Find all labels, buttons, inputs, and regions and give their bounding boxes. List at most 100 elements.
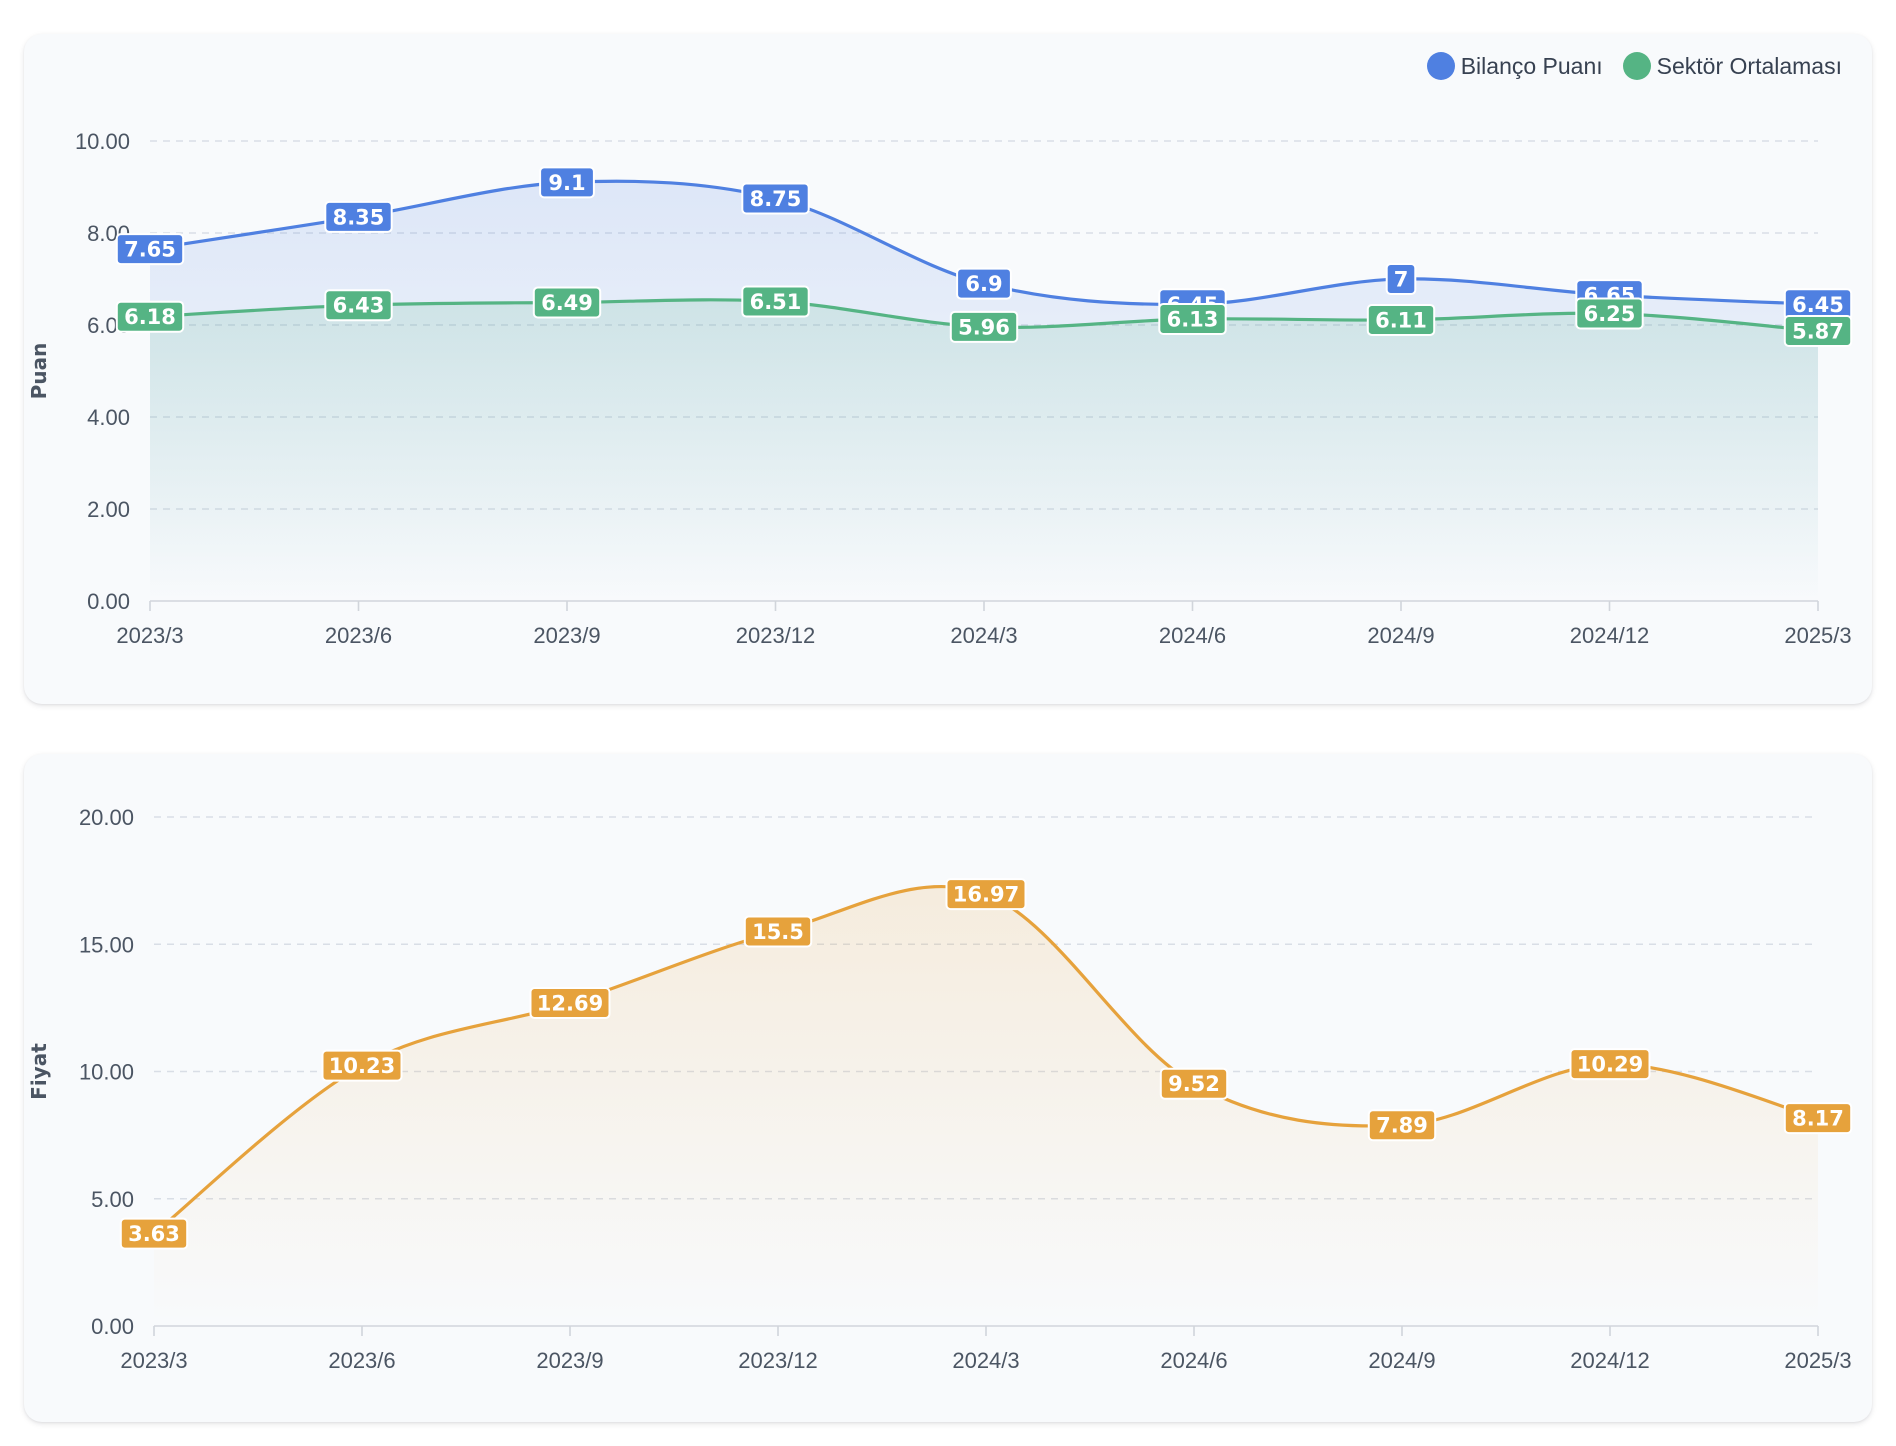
data-label[interactable]: 6.13: [1158, 303, 1227, 336]
data-label-text: 9.52: [1168, 1072, 1220, 1096]
x-tick-label: 2023/12: [738, 1348, 818, 1373]
data-label-box: [1569, 1048, 1651, 1081]
data-label-text: 8.75: [750, 187, 802, 211]
x-tick-label: 2023/3: [116, 623, 183, 648]
data-label[interactable]: 6.11: [1366, 303, 1436, 336]
data-label[interactable]: 10.23: [321, 1049, 403, 1082]
data-label[interactable]: 7: [1385, 263, 1417, 295]
data-label[interactable]: 6.45: [1783, 288, 1853, 321]
y-tick-label: 4.00: [87, 405, 130, 430]
data-label-box: [949, 310, 1019, 343]
data-label-box: [956, 267, 1012, 300]
x-tick-label: 2024/3: [950, 623, 1017, 648]
y-tick-label: 15.00: [79, 932, 134, 957]
data-label-text: 6.25: [1584, 302, 1636, 326]
x-tick-label: 2023/9: [533, 623, 600, 648]
data-label-box: [529, 987, 611, 1020]
data-label-box: [324, 289, 393, 322]
data-label[interactable]: 10.29: [1569, 1048, 1651, 1081]
data-label[interactable]: 9.52: [1159, 1067, 1229, 1100]
legend-label-bilanco-puani: Bilanço Puanı: [1460, 52, 1603, 79]
data-label[interactable]: 12.69: [529, 987, 611, 1020]
data-label-text: 5.96: [958, 315, 1010, 339]
data-label-text: 6.18: [124, 305, 176, 329]
data-label[interactable]: 6.9: [956, 267, 1012, 300]
data-label[interactable]: 8.35: [324, 200, 393, 233]
y-tick-label: 0.00: [91, 1314, 134, 1339]
data-label-box: [1385, 263, 1417, 295]
y-tick-label: 0.00: [87, 589, 130, 614]
legend-item-bilanco-puani[interactable]: Bilanço Puanı: [1426, 52, 1603, 80]
data-label-text: 6.11: [1375, 308, 1427, 332]
data-label[interactable]: 16.97: [945, 878, 1027, 911]
data-label[interactable]: 6.51: [741, 285, 810, 318]
data-label-text: 9.1: [548, 171, 585, 195]
price-line-chart: 0.00 5.00 10.00 15.00 20.00 Fiyat 2023/3 2023/6…: [27, 805, 1853, 1373]
data-label-text: 8.17: [1792, 1107, 1844, 1131]
data-label-text: 15.5: [752, 920, 804, 944]
data-label-box: [1159, 1067, 1229, 1100]
data-label-text: 8.35: [333, 205, 385, 229]
data-label-box: [743, 915, 813, 948]
y-tick-label: 5.00: [91, 1187, 134, 1212]
y-tick-label: 10.00: [75, 129, 130, 154]
y-tick-label: 2.00: [87, 497, 130, 522]
data-label-text: 12.69: [537, 992, 603, 1016]
legend-swatch-bilanco-puani: [1426, 52, 1455, 80]
data-label-box: [324, 200, 393, 233]
x-tick-label: 2023/6: [325, 623, 392, 648]
x-tick-label: 2023/12: [736, 623, 816, 648]
data-label-box: [741, 182, 810, 215]
data-label[interactable]: 6.49: [532, 286, 602, 319]
data-label-text: 7.89: [1376, 1114, 1428, 1138]
series-area-sektor-ortalamasi: [150, 299, 1818, 601]
data-label[interactable]: 6.43: [324, 289, 393, 322]
data-label[interactable]: 6.18: [115, 300, 185, 333]
data-label-text: 6.43: [333, 294, 385, 318]
data-label-text: 6.45: [1792, 293, 1844, 317]
data-label-box: [539, 166, 595, 199]
x-tick-label: 2024/12: [1570, 623, 1650, 648]
data-label-box: [1575, 297, 1644, 330]
x-tick-label: 2024/12: [1570, 1348, 1650, 1373]
data-label[interactable]: 5.96: [949, 310, 1019, 343]
data-label[interactable]: 7.89: [1367, 1109, 1437, 1142]
x-tick-label: 2023/9: [536, 1348, 603, 1373]
x-tick-label: 2024/9: [1368, 1348, 1435, 1373]
data-label[interactable]: 5.87: [1783, 314, 1853, 347]
data-label[interactable]: 3.63: [119, 1217, 189, 1250]
data-label[interactable]: 7.65: [115, 233, 185, 266]
data-label[interactable]: 8.75: [741, 182, 810, 215]
data-label-text: 16.97: [953, 883, 1019, 907]
data-label-box: [115, 233, 185, 266]
data-label-text: 7.65: [124, 238, 176, 262]
data-label-box: [741, 285, 810, 318]
x-tick-label: 2024/6: [1160, 1348, 1227, 1373]
data-label-text: 10.23: [329, 1054, 395, 1078]
data-label[interactable]: 8.17: [1783, 1102, 1853, 1135]
data-label-text: 6.51: [750, 290, 802, 314]
chart-legend: Bilanço Puanı Sektör Ortalaması: [1426, 52, 1842, 80]
legend-swatch-sektor-ortalamasi: [1622, 52, 1651, 80]
data-label[interactable]: 15.5: [743, 915, 813, 948]
data-label-box: [1367, 1109, 1437, 1142]
data-label[interactable]: 9.1: [539, 166, 595, 199]
data-label[interactable]: 6.25: [1575, 297, 1644, 330]
data-label-text: 10.29: [1577, 1053, 1643, 1077]
series-area-series-0: [154, 886, 1818, 1326]
data-label-box: [945, 878, 1027, 911]
data-label-box: [115, 300, 185, 333]
data-label-text: 3.63: [128, 1222, 180, 1246]
x-tick-label: 2025/3: [1784, 623, 1851, 648]
x-tick-label: 2024/3: [952, 1348, 1019, 1373]
data-label-text: 7: [1394, 268, 1409, 292]
data-label-text: 6.9: [965, 272, 1002, 296]
data-label-text: 5.87: [1792, 319, 1844, 343]
legend-item-sektor-ortalamasi[interactable]: Sektör Ortalaması: [1622, 52, 1842, 80]
data-label-box: [1783, 314, 1853, 347]
x-tick-label: 2023/3: [120, 1348, 187, 1373]
data-label-box: [1158, 303, 1227, 336]
data-label-box: [532, 286, 602, 319]
y-tick-label: 10.00: [79, 1060, 134, 1085]
